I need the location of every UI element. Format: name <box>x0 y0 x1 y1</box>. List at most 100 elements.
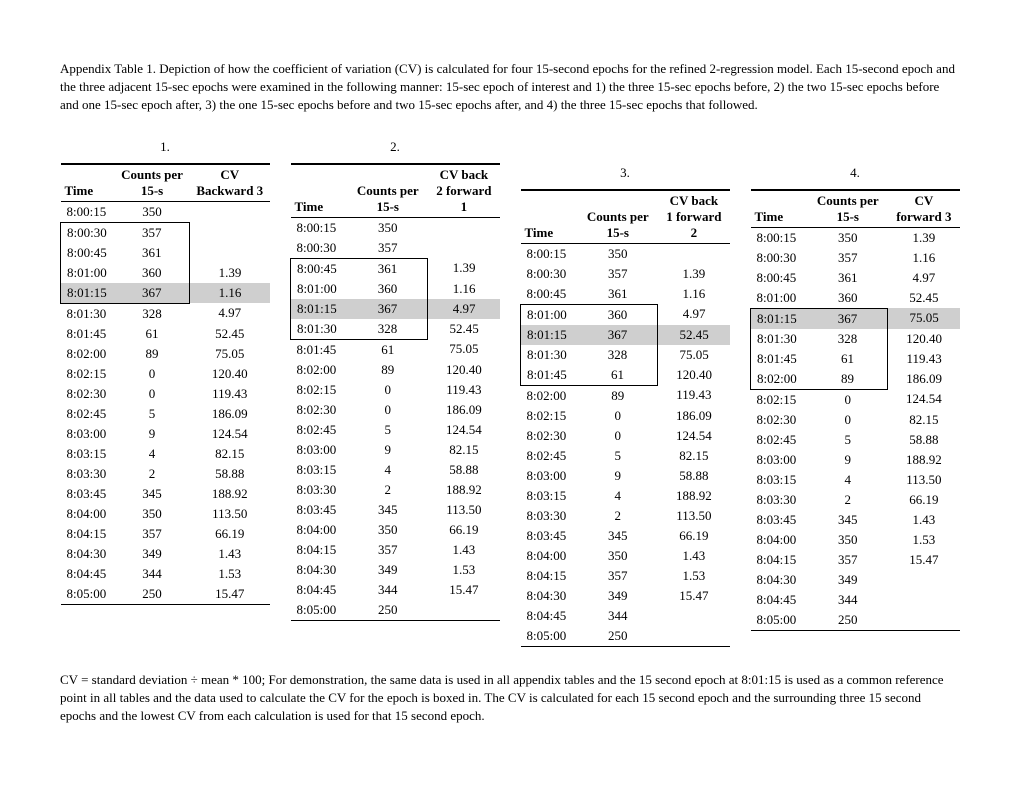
cell-time: 8:05:00 <box>751 610 808 631</box>
cell-counts: 357 <box>578 264 658 284</box>
cell-counts: 5 <box>578 446 658 466</box>
cell-counts: 250 <box>115 584 190 605</box>
cell-cv <box>658 243 730 264</box>
cell-counts: 357 <box>115 222 190 243</box>
cell-counts: 9 <box>808 450 888 470</box>
table-row: 8:03:45345113.50 <box>291 500 501 520</box>
cell-cv: 120.40 <box>428 360 500 380</box>
cell-counts: 344 <box>808 590 888 610</box>
cell-cv: 66.19 <box>190 524 270 544</box>
cell-counts: 344 <box>578 606 658 626</box>
cell-counts: 345 <box>578 526 658 546</box>
cell-counts: 89 <box>808 369 888 390</box>
cell-time: 8:00:45 <box>751 268 808 288</box>
table-row: 8:00:453611.16 <box>521 284 731 305</box>
cell-counts: 0 <box>115 384 190 404</box>
cell-cv: 113.50 <box>428 500 500 520</box>
cell-time: 8:02:30 <box>291 400 348 420</box>
cell-counts: 9 <box>578 466 658 486</box>
cell-time: 8:02:15 <box>61 364 115 384</box>
cell-counts: 345 <box>348 500 428 520</box>
table-row: 8:04:303491.43 <box>61 544 271 564</box>
data-table: TimeCounts per15-sCV back2 forward18:00:… <box>290 163 500 621</box>
cell-time: 8:02:00 <box>521 385 578 406</box>
cell-cv: 15.47 <box>428 580 500 600</box>
cell-counts: 357 <box>348 238 428 259</box>
cell-counts: 361 <box>115 243 190 263</box>
table-row: 8:01:153674.97 <box>291 299 501 319</box>
cell-time: 8:02:00 <box>751 369 808 390</box>
table-row: 8:02:008975.05 <box>61 344 271 364</box>
cell-counts: 89 <box>578 385 658 406</box>
table-row: 8:00:15350 <box>521 243 731 264</box>
cell-counts: 328 <box>808 329 888 349</box>
table-column-2: 2.TimeCounts per15-sCV back2 forward18:0… <box>290 139 500 621</box>
cell-time: 8:04:30 <box>751 570 808 590</box>
cell-counts: 89 <box>348 360 428 380</box>
table-number: 1. <box>60 139 270 155</box>
cell-time: 8:03:30 <box>291 480 348 500</box>
cell-time: 8:04:30 <box>291 560 348 580</box>
table-row: 8:05:00250 <box>291 600 501 621</box>
table-row: 8:03:009124.54 <box>61 424 271 444</box>
cell-cv <box>658 606 730 626</box>
cell-time: 8:02:30 <box>521 426 578 446</box>
table-row: 8:01:4561120.40 <box>521 365 731 386</box>
cell-cv: 66.19 <box>658 526 730 546</box>
cell-counts: 345 <box>115 484 190 504</box>
cell-cv: 119.43 <box>888 349 960 369</box>
cell-time: 8:03:00 <box>291 440 348 460</box>
cell-cv: 1.16 <box>658 284 730 305</box>
tables-container: 1.TimeCounts per15-sCVBackward 38:00:153… <box>60 139 960 647</box>
cell-counts: 360 <box>348 279 428 299</box>
cell-counts: 367 <box>578 325 658 345</box>
cell-cv: 58.88 <box>658 466 730 486</box>
cell-counts: 5 <box>808 430 888 450</box>
cell-time: 8:01:00 <box>751 288 808 309</box>
cell-cv: 186.09 <box>428 400 500 420</box>
cell-time: 8:03:15 <box>61 444 115 464</box>
table-row: 8:02:0089186.09 <box>751 369 961 390</box>
cell-time: 8:03:00 <box>61 424 115 444</box>
table-row: 8:01:003601.39 <box>61 263 271 283</box>
cell-cv: 15.47 <box>888 550 960 570</box>
cell-counts: 2 <box>348 480 428 500</box>
table-row: 8:04:30349 <box>751 570 961 590</box>
cell-time: 8:00:45 <box>61 243 115 263</box>
cell-counts: 344 <box>348 580 428 600</box>
cell-cv: 1.43 <box>658 546 730 566</box>
table-row: 8:01:456175.05 <box>291 339 501 360</box>
cell-time: 8:00:30 <box>751 248 808 268</box>
table-row: 8:05:0025015.47 <box>61 584 271 605</box>
cell-counts: 357 <box>808 248 888 268</box>
cell-time: 8:01:15 <box>291 299 348 319</box>
table-row: 8:00:453614.97 <box>751 268 961 288</box>
cell-cv: 1.39 <box>658 264 730 284</box>
table-row: 8:00:45361 <box>61 243 271 263</box>
cell-counts: 250 <box>348 600 428 621</box>
cell-counts: 0 <box>808 410 888 430</box>
table-row: 8:04:303491.53 <box>291 560 501 580</box>
cell-counts: 5 <box>115 404 190 424</box>
cell-cv: 124.54 <box>888 389 960 410</box>
cell-cv <box>658 626 730 647</box>
cell-cv: 120.40 <box>658 365 730 386</box>
cell-counts: 4 <box>348 460 428 480</box>
cell-cv: 4.97 <box>658 304 730 325</box>
cell-counts: 350 <box>578 546 658 566</box>
table-column-1: 1.TimeCounts per15-sCVBackward 38:00:153… <box>60 139 270 605</box>
cell-cv: 58.88 <box>190 464 270 484</box>
cell-cv: 52.45 <box>190 324 270 344</box>
cell-counts: 61 <box>578 365 658 386</box>
cell-cv: 1.43 <box>888 510 960 530</box>
table-row: 8:04:4534415.47 <box>291 580 501 600</box>
cell-cv: 113.50 <box>190 504 270 524</box>
cell-time: 8:03:45 <box>521 526 578 546</box>
cell-counts: 328 <box>578 345 658 365</box>
cell-time: 8:00:15 <box>61 201 115 222</box>
table-row: 8:04:153571.43 <box>291 540 501 560</box>
cell-time: 8:04:00 <box>61 504 115 524</box>
table-number: 4. <box>750 165 960 181</box>
cell-cv: 1.53 <box>190 564 270 584</box>
cell-counts: 4 <box>808 470 888 490</box>
